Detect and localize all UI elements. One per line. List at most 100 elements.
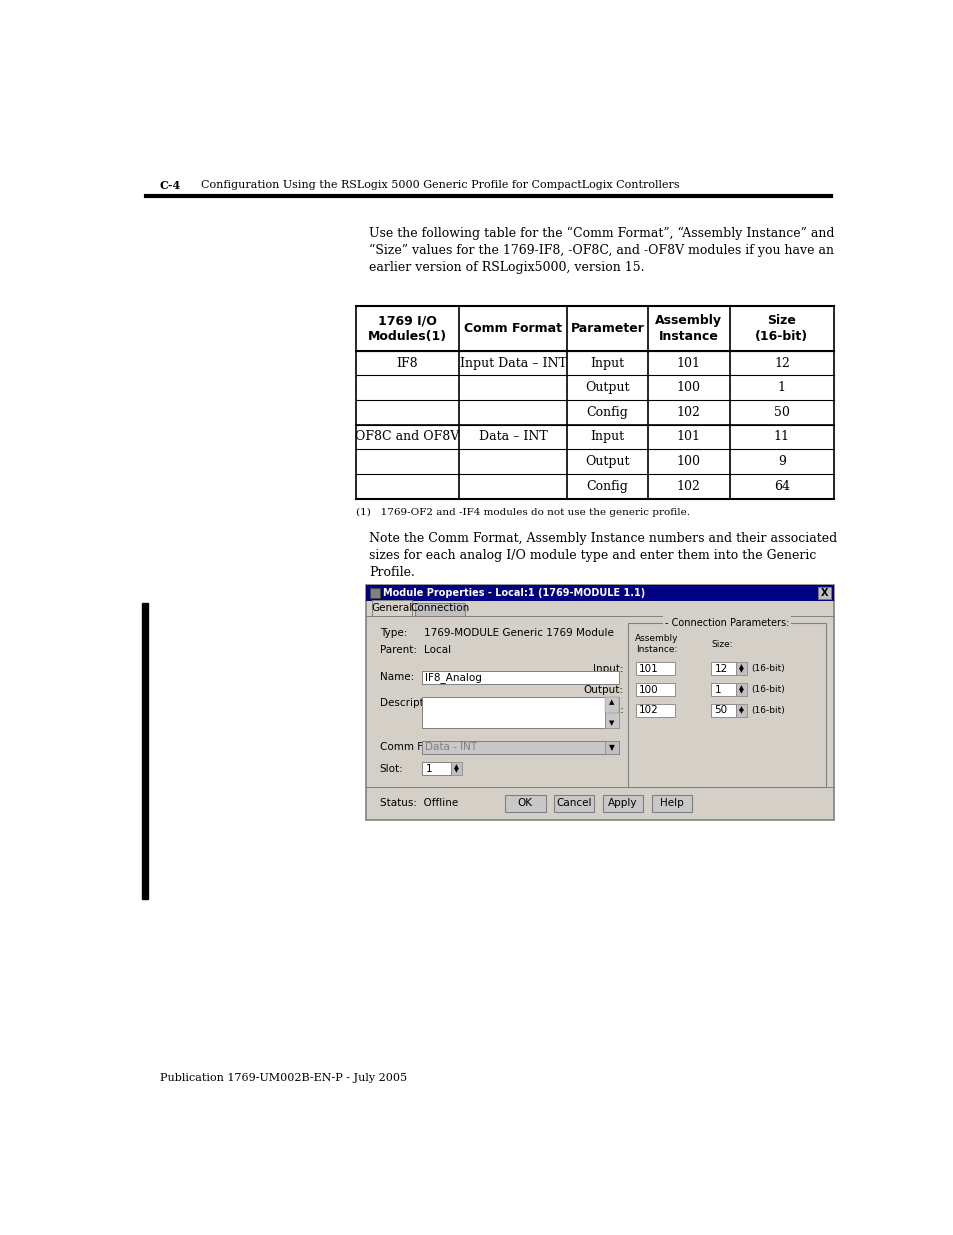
- Text: General: General: [371, 603, 413, 613]
- Text: Input: Input: [590, 431, 624, 443]
- Text: ▼: ▼: [739, 710, 743, 715]
- Text: OF8C and OF8V: OF8C and OF8V: [355, 431, 458, 443]
- Text: Parent:: Parent:: [379, 645, 416, 656]
- Bar: [711, 683, 736, 697]
- Text: Slot:: Slot:: [379, 763, 403, 774]
- Bar: [636, 662, 674, 676]
- Bar: [369, 588, 379, 598]
- Text: 101: 101: [677, 357, 700, 369]
- Text: ▼: ▼: [609, 742, 615, 752]
- Text: Size:: Size:: [711, 640, 732, 648]
- Bar: [554, 795, 594, 811]
- Text: ▼: ▼: [609, 720, 614, 726]
- Bar: [365, 585, 833, 820]
- Text: ▼: ▼: [454, 768, 458, 773]
- Text: Help: Help: [659, 799, 683, 809]
- Text: Use the following table for the “Comm Format”, “Assembly Instance” and: Use the following table for the “Comm Fo…: [369, 227, 834, 240]
- Text: X: X: [820, 588, 827, 598]
- Bar: [421, 671, 618, 684]
- Text: earlier version of RSLogix5000, version 15.: earlier version of RSLogix5000, version …: [369, 261, 643, 274]
- Text: Cancel: Cancel: [556, 799, 591, 809]
- Text: Comm Format:: Comm Format:: [379, 742, 456, 752]
- Bar: [636, 704, 674, 716]
- Text: Instance: Instance: [659, 330, 718, 342]
- Text: Input:: Input:: [593, 663, 623, 674]
- Text: Assembly: Assembly: [655, 314, 721, 327]
- Text: Module Properties - Local:1 (1769-MODULE 1.1): Module Properties - Local:1 (1769-MODULE…: [382, 588, 644, 598]
- Text: (16-bit): (16-bit): [750, 664, 783, 673]
- Text: Input Data – INT: Input Data – INT: [459, 357, 566, 369]
- Text: Publication 1769-UM002B-EN-P - July 2005: Publication 1769-UM002B-EN-P - July 2005: [159, 1072, 406, 1083]
- Text: Output: Output: [584, 454, 629, 468]
- Text: 102: 102: [677, 406, 700, 419]
- Text: ▲: ▲: [739, 664, 743, 669]
- Text: Config: Config: [586, 406, 628, 419]
- Text: 1769-MODULE Generic 1769 Module: 1769-MODULE Generic 1769 Module: [423, 629, 613, 638]
- Bar: [636, 683, 674, 697]
- Text: Apply: Apply: [608, 799, 638, 809]
- Text: 50: 50: [714, 705, 727, 715]
- Bar: [604, 698, 618, 727]
- Text: 1: 1: [777, 382, 785, 394]
- Text: Local: Local: [423, 645, 451, 656]
- Text: Output: Output: [584, 382, 629, 394]
- Text: 100: 100: [677, 454, 700, 468]
- Text: 102: 102: [639, 705, 659, 715]
- Text: Size: Size: [766, 314, 796, 327]
- Bar: [505, 795, 545, 811]
- Text: 12: 12: [714, 663, 727, 674]
- Bar: [604, 741, 618, 753]
- Text: 11: 11: [773, 431, 789, 443]
- Text: Status:  Offline: Status: Offline: [379, 799, 457, 809]
- Text: (16-bit): (16-bit): [755, 330, 807, 342]
- Text: Input: Input: [590, 357, 624, 369]
- Text: 1769 I/O: 1769 I/O: [377, 314, 436, 327]
- Text: 101: 101: [639, 663, 659, 674]
- Text: 1: 1: [714, 684, 720, 694]
- Text: C-4: C-4: [159, 179, 181, 190]
- Text: Type:: Type:: [379, 629, 407, 638]
- Text: Data - INT: Data - INT: [425, 742, 477, 752]
- Text: Profile.: Profile.: [369, 567, 415, 579]
- Text: sizes for each analog I/O module type and enter them into the Generic: sizes for each analog I/O module type an…: [369, 550, 816, 562]
- Text: 100: 100: [677, 382, 700, 394]
- Text: 50: 50: [773, 406, 789, 419]
- Text: ▼: ▼: [739, 668, 743, 673]
- Text: ▲: ▲: [739, 706, 743, 711]
- Text: Modules(1): Modules(1): [367, 330, 446, 342]
- Text: ▼: ▼: [739, 689, 743, 694]
- Bar: [421, 762, 451, 776]
- Text: Description:: Description:: [379, 698, 442, 709]
- Bar: [421, 741, 618, 753]
- Text: IF8: IF8: [395, 357, 417, 369]
- Bar: [817, 587, 831, 599]
- Text: Connection: Connection: [410, 603, 469, 613]
- Bar: [736, 704, 746, 716]
- Text: 102: 102: [677, 479, 700, 493]
- Bar: [142, 603, 148, 899]
- Text: Configuration:: Configuration:: [548, 705, 623, 715]
- Text: (16-bit): (16-bit): [750, 685, 783, 694]
- Text: (1)   1769-OF2 and -IF4 modules do not use the generic profile.: (1) 1769-OF2 and -IF4 modules do not use…: [355, 508, 689, 517]
- Text: Output:: Output:: [583, 684, 623, 694]
- Bar: [604, 698, 618, 713]
- Bar: [711, 662, 736, 676]
- Bar: [415, 603, 464, 615]
- Bar: [651, 795, 691, 811]
- Text: ▲: ▲: [739, 685, 743, 690]
- Text: Configuration Using the RSLogix 5000 Generic Profile for CompactLogix Controller: Configuration Using the RSLogix 5000 Gen…: [200, 180, 679, 190]
- Bar: [736, 683, 746, 697]
- Text: Config: Config: [586, 479, 628, 493]
- Bar: [602, 795, 642, 811]
- Text: 9: 9: [777, 454, 785, 468]
- Text: 100: 100: [639, 684, 659, 694]
- Text: Name:: Name:: [379, 672, 414, 682]
- Text: IF8_Analog: IF8_Analog: [425, 672, 482, 683]
- Bar: [711, 704, 736, 716]
- Text: OK: OK: [517, 799, 533, 809]
- Text: “Size” values for the 1769-IF8, -OF8C, and -OF8V modules if you have an: “Size” values for the 1769-IF8, -OF8C, a…: [369, 243, 833, 257]
- Text: 101: 101: [677, 431, 700, 443]
- Text: Assembly
Instance:: Assembly Instance:: [635, 634, 679, 655]
- Bar: [627, 622, 825, 787]
- Text: - Connection Parameters:: - Connection Parameters:: [664, 618, 788, 627]
